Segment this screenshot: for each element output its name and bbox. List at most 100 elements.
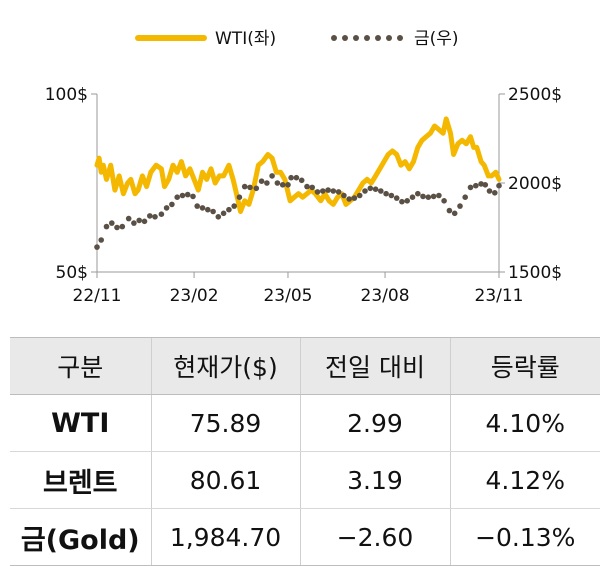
legend-gold-swatch-dot — [353, 35, 359, 41]
table-row: 브렌트 80.61 3.19 4.12% — [10, 451, 600, 509]
price-table: 구분 현재가($) 전일 대비 등락률 WTI 75.89 2.99 4.10%… — [10, 337, 600, 566]
gold-point — [136, 217, 142, 224]
gold-point — [383, 190, 389, 197]
y-left-tick-label: 100$ — [45, 85, 88, 105]
gold-point — [441, 198, 447, 204]
gold-point — [462, 194, 469, 200]
gold-point — [174, 194, 180, 200]
gold-point — [119, 223, 126, 230]
gold-point — [473, 182, 479, 189]
gold-point — [298, 177, 305, 184]
gold-point — [399, 198, 405, 205]
gold-point — [288, 174, 294, 181]
legend-gold-swatch-dot — [375, 35, 381, 41]
gold-point — [247, 184, 253, 191]
y-right-tick-label: 2000$ — [508, 174, 562, 194]
gold-point — [478, 181, 484, 187]
change-rate-cell: 4.10% — [449, 394, 600, 452]
gold-point — [103, 223, 110, 230]
gold-point — [351, 195, 358, 201]
line-chart: WTI(좌) 금(우) 100$ 50$ 2500$ 2000$ 1500$ 22/11 23… — [45, 29, 562, 306]
gold-point — [231, 203, 237, 209]
legend-gold-label: 금(우) — [414, 29, 459, 49]
row-label: 금(Gold) — [10, 508, 151, 566]
y-left-tick-label: 50$ — [56, 263, 88, 283]
gold-point — [335, 189, 342, 195]
gold-point — [152, 214, 158, 220]
gold-point — [285, 182, 291, 188]
gold-point — [190, 193, 196, 200]
gold-point — [258, 178, 265, 184]
gold-point — [163, 205, 170, 211]
legend-gold-swatch-dot — [386, 35, 392, 41]
row-label: 브렌트 — [10, 451, 151, 509]
gold-point — [409, 194, 416, 200]
change-rate-cell: −0.13% — [449, 508, 600, 566]
gold-point — [325, 187, 331, 193]
gold-point — [451, 210, 458, 217]
gold-point — [269, 173, 275, 179]
gold-point — [98, 237, 104, 243]
legend-gold-swatch-dot — [342, 35, 348, 41]
gold-point — [215, 214, 222, 220]
change-cell: 3.19 — [299, 451, 450, 509]
series-layer — [94, 116, 502, 250]
x-tick-label: 22/11 — [73, 286, 122, 306]
change-cell: 2.99 — [299, 394, 450, 452]
current-price-cell: 75.89 — [150, 394, 300, 452]
gold-point — [274, 180, 281, 186]
header-category: 구분 — [10, 337, 151, 395]
gold-point — [404, 198, 411, 204]
y-right-tick-label: 2500$ — [508, 85, 562, 105]
gold-point — [236, 194, 243, 200]
gold-point — [356, 192, 363, 199]
table-row: 금(Gold) 1,984.70 −2.60 −0.13% — [10, 508, 600, 566]
gold-point — [194, 203, 200, 209]
legend-gold-swatch-dot — [397, 35, 403, 41]
x-tick-label: 23/11 — [475, 286, 524, 306]
gold-point — [367, 185, 374, 192]
gold-point — [467, 184, 474, 191]
gold-point — [199, 205, 206, 211]
legend-gold-swatch-dot — [331, 35, 337, 41]
gold-point — [436, 192, 442, 199]
gold-point — [114, 224, 120, 231]
x-tick-label: 23/05 — [263, 286, 312, 306]
gold-point — [179, 192, 186, 199]
gold-point — [341, 192, 347, 199]
current-price-cell: 80.61 — [150, 451, 300, 509]
gold-point — [125, 215, 132, 222]
gold-point — [446, 207, 453, 214]
gold-point — [496, 182, 502, 189]
gold-point — [393, 195, 400, 201]
header-change-rate: 등락률 — [449, 337, 600, 395]
gold-point — [320, 188, 326, 194]
gold-point — [482, 182, 489, 188]
header-current-price: 현재가($) — [150, 337, 300, 395]
gold-point — [220, 210, 227, 217]
gold-point — [304, 183, 310, 190]
gold-point — [309, 184, 316, 191]
gold-point — [109, 220, 115, 226]
gold-point — [158, 211, 165, 217]
gold-point — [264, 180, 270, 186]
change-cell: −2.60 — [299, 508, 450, 566]
axes: 100$ 50$ 2500$ 2000$ 1500$ 22/11 23/02 23/05 23/… — [45, 85, 562, 306]
gold-point — [330, 188, 337, 194]
current-price-cell: 1,984.70 — [150, 508, 300, 566]
gold-point — [425, 194, 432, 200]
chart-area: WTI(좌) 금(우) 100$ 50$ 2500$ 2000$ 1500$ 22/11 23… — [45, 29, 562, 306]
gold-point — [241, 183, 248, 190]
gold-point — [169, 201, 175, 208]
gold-point — [226, 206, 232, 213]
gold-point — [184, 191, 191, 198]
gold-point — [94, 244, 100, 250]
legend: WTI(좌) 금(우) — [135, 29, 459, 49]
wti-line — [94, 116, 502, 214]
header-change: 전일 대비 — [299, 337, 450, 395]
table-row: WTI 75.89 2.99 4.10% — [10, 394, 600, 452]
gold-point — [378, 188, 384, 194]
gold-point — [205, 206, 211, 213]
gold-point — [457, 203, 463, 209]
gold-point — [293, 174, 300, 181]
